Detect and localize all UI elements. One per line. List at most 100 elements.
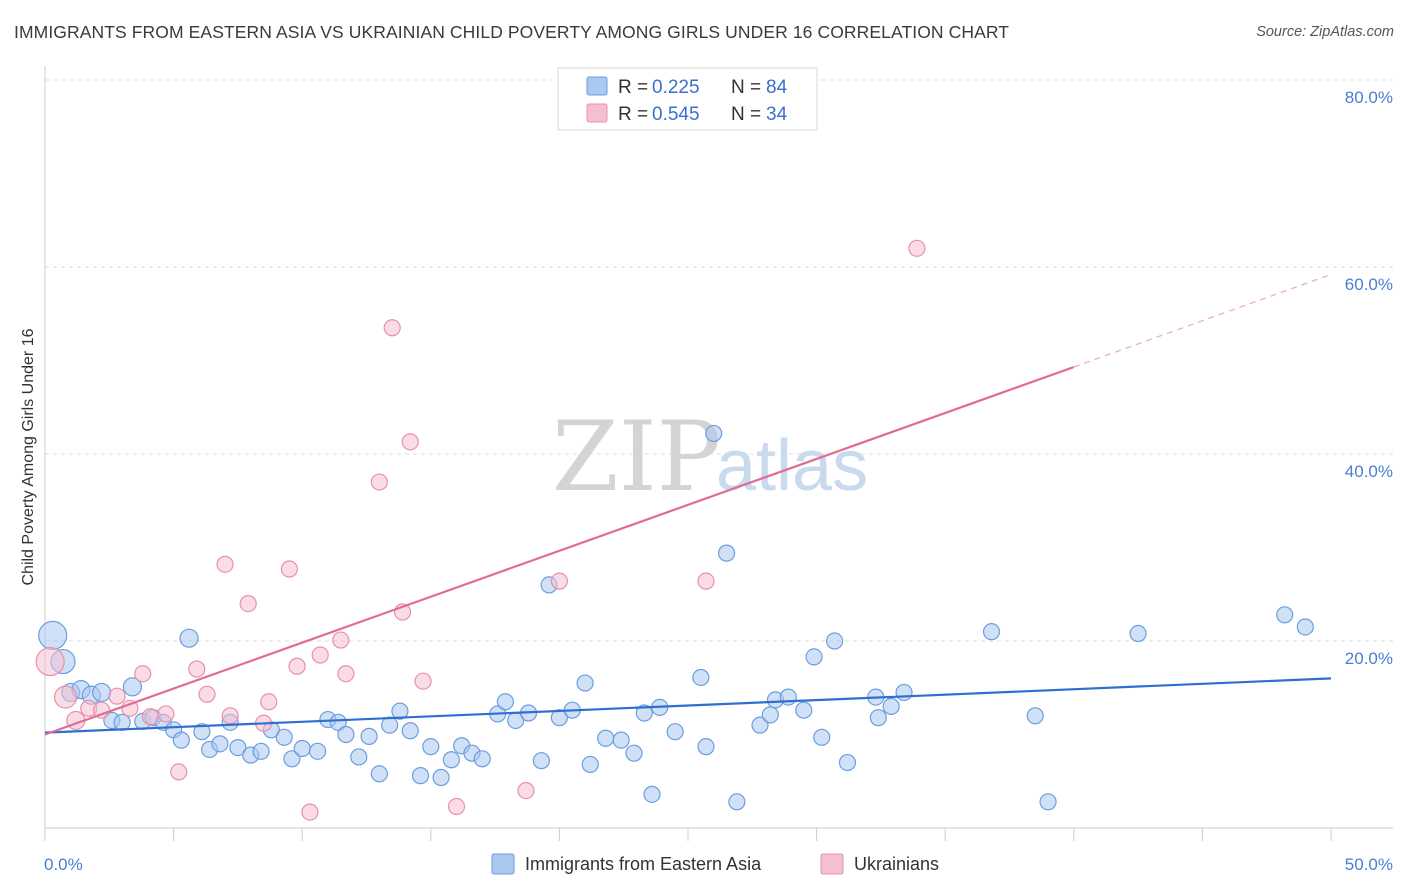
data-point-ukrainians <box>134 665 152 683</box>
grid-lines <box>45 79 1393 642</box>
data-point-ukrainians <box>414 672 432 690</box>
data-point-eastern-asia <box>705 424 723 443</box>
data-point-ukrainians <box>280 560 298 578</box>
data-point-eastern-asia <box>581 755 599 774</box>
data-point-eastern-asia <box>779 688 797 706</box>
data-point-ukrainians <box>301 803 319 821</box>
data-point-eastern-asia <box>172 731 190 749</box>
data-point-eastern-asia <box>895 683 913 702</box>
data-point-eastern-asia <box>728 793 746 811</box>
data-point-eastern-asia <box>293 739 311 758</box>
watermark-zip: ZIP <box>552 401 721 513</box>
y-tick-label: 80.0% <box>1345 88 1393 107</box>
bottom-legend-label-ukrainians: Ukrainians <box>854 854 939 874</box>
data-point-ukrainians <box>908 239 926 257</box>
data-point-eastern-asia <box>635 704 653 722</box>
data-point-eastern-asia <box>813 728 831 746</box>
legend-n-label: N = <box>731 77 761 98</box>
data-point-eastern-asia <box>643 785 661 803</box>
legend-r-value: 0.225 <box>652 77 700 98</box>
data-point-eastern-asia <box>193 723 211 741</box>
data-point-eastern-asia <box>1026 707 1044 725</box>
data-point-eastern-asia <box>179 628 199 648</box>
data-point-ukrainians <box>288 657 306 675</box>
data-point-ukrainians <box>221 707 239 725</box>
data-point-ukrainians <box>35 646 65 677</box>
data-point-ukrainians <box>216 555 234 573</box>
data-point-eastern-asia <box>882 697 900 716</box>
data-point-eastern-asia <box>597 729 615 747</box>
data-point-eastern-asia <box>283 750 301 768</box>
y-tick-labels: 20.0% 40.0% 60.0% 80.0% <box>1345 88 1393 668</box>
chart-title: IMMIGRANTS FROM EASTERN ASIA VS UKRAINIA… <box>14 22 1010 42</box>
data-point-eastern-asia <box>576 674 594 692</box>
data-point-ukrainians <box>108 687 126 705</box>
data-point-eastern-asia <box>550 709 569 727</box>
legend-swatch-blue <box>586 76 608 96</box>
legend-r-value: 0.545 <box>652 104 700 125</box>
data-point-eastern-asia <box>496 693 514 711</box>
data-point-eastern-asia <box>309 742 327 760</box>
data-point-ukrainians <box>383 319 401 337</box>
watermark-atlas: atlas <box>716 426 868 506</box>
data-point-eastern-asia <box>252 742 270 760</box>
data-point-eastern-asia <box>337 725 355 744</box>
trend-lines <box>44 273 1332 736</box>
data-point-eastern-asia <box>350 748 368 766</box>
trendline-ukrainians <box>44 366 1075 736</box>
data-point-eastern-asia <box>432 768 450 787</box>
data-point-eastern-asia <box>275 728 293 746</box>
data-point-eastern-asia <box>113 713 131 731</box>
x-tick-label: 0.0% <box>44 855 83 874</box>
data-point-ukrainians <box>121 699 139 717</box>
watermark: ZIP atlas <box>552 401 868 513</box>
data-point-ukrainians <box>188 660 206 678</box>
data-point-ukrainians <box>92 701 111 719</box>
data-point-ukrainians <box>170 763 188 781</box>
data-point-ukrainians <box>517 781 535 800</box>
data-point-eastern-asia <box>473 750 491 768</box>
data-point-ukrainians <box>337 665 355 683</box>
axes <box>44 66 1393 841</box>
x-tick-label: 50.0% <box>1345 855 1393 874</box>
data-point-eastern-asia <box>1296 618 1314 636</box>
data-point-eastern-asia <box>1129 624 1147 643</box>
bottom-legend-swatch-pink <box>820 853 844 875</box>
data-point-eastern-asia <box>717 544 736 562</box>
data-point-eastern-asia <box>122 677 143 697</box>
data-point-eastern-asia <box>370 765 388 783</box>
data-point-eastern-asia <box>442 751 460 769</box>
data-point-eastern-asia <box>761 706 779 724</box>
legend-n-value: 84 <box>766 77 788 98</box>
data-point-eastern-asia <box>329 713 347 731</box>
data-point-ukrainians <box>260 693 278 711</box>
data-point-eastern-asia <box>211 735 229 753</box>
data-point-ukrainians <box>141 708 160 726</box>
y-tick-label: 60.0% <box>1345 275 1393 294</box>
data-point-eastern-asia <box>1276 606 1294 624</box>
data-point-eastern-asia <box>795 701 813 719</box>
series-eastern-asia-points <box>38 424 1314 811</box>
data-point-ukrainians <box>239 594 257 613</box>
data-point-eastern-asia <box>612 731 630 749</box>
source-credit: Source: ZipAtlas.com <box>1256 24 1394 40</box>
data-point-eastern-asia <box>625 744 643 762</box>
data-point-eastern-asia <box>697 738 715 756</box>
data-point-eastern-asia <box>666 723 684 741</box>
legend-swatch-pink <box>586 103 608 123</box>
data-point-eastern-asia <box>869 709 887 727</box>
data-point-ukrainians <box>332 631 350 649</box>
data-point-ukrainians <box>447 797 466 816</box>
data-point-ukrainians <box>401 433 419 451</box>
data-point-eastern-asia <box>532 752 550 770</box>
data-point-eastern-asia <box>360 727 378 745</box>
data-point-ukrainians <box>53 685 78 709</box>
data-point-eastern-asia <box>38 620 68 650</box>
legend-r-label: R = <box>618 104 648 125</box>
bottom-legend-label-eastern-asia: Immigrants from Eastern Asia <box>525 854 762 874</box>
trendline-eastern-asia <box>44 677 1332 734</box>
data-point-ukrainians <box>697 572 715 590</box>
data-point-eastern-asia <box>805 648 823 666</box>
data-point-eastern-asia <box>91 682 112 703</box>
